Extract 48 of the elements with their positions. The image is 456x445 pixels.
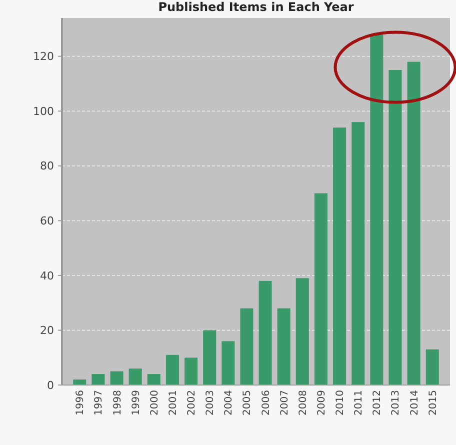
- x-tick-label: 2005: [242, 390, 254, 416]
- bar: [73, 380, 86, 385]
- bar: [222, 341, 235, 385]
- x-tick-label: 2009: [316, 390, 328, 416]
- y-tick-label: 0: [47, 378, 54, 392]
- x-tick-label: 2000: [149, 390, 160, 416]
- bar: [426, 349, 439, 385]
- y-tick-label: 80: [40, 160, 54, 173]
- y-tick-label: 120: [33, 50, 54, 64]
- bar: [184, 358, 198, 385]
- bar: [407, 62, 420, 385]
- bar: [92, 374, 105, 385]
- bar: [352, 122, 365, 385]
- x-tick-label: 1997: [94, 390, 105, 416]
- bar: [128, 368, 142, 385]
- x-tick-label: 2015: [428, 390, 439, 416]
- x-tick-label: 2013: [390, 390, 402, 416]
- x-tick-label: 2007: [279, 390, 290, 416]
- x-tick-label: 1998: [112, 390, 124, 416]
- bar: [203, 330, 216, 385]
- x-tick-label: 1996: [75, 390, 86, 416]
- bar: [333, 128, 346, 385]
- x-tick-label: 2001: [168, 390, 179, 416]
- x-tick-label: 2014: [409, 390, 420, 416]
- bar: [166, 354, 179, 385]
- x-tick-label: 2004: [224, 390, 235, 416]
- x-tick-label: 2012: [372, 390, 384, 416]
- y-tick-label: 40: [40, 269, 54, 282]
- bar: [147, 374, 160, 385]
- bar: [388, 70, 402, 385]
- bar: [240, 308, 254, 385]
- y-tick-label: 60: [40, 214, 54, 228]
- chart-title: Published Items in Each Year: [158, 0, 354, 14]
- x-tick-label: 2006: [260, 390, 272, 416]
- x-tick-label: 1999: [130, 390, 142, 416]
- bar: [314, 193, 328, 385]
- bar: [258, 280, 272, 385]
- x-tick-label: 2003: [205, 390, 216, 416]
- bar: [296, 278, 309, 385]
- bar: [110, 371, 124, 385]
- x-tick-label: 2010: [335, 390, 346, 416]
- y-tick-label: 100: [33, 104, 54, 118]
- bar: [277, 308, 290, 385]
- x-tick-label: 2008: [298, 390, 309, 416]
- x-tick-label: 2002: [186, 390, 198, 416]
- y-tick-label: 20: [40, 324, 54, 338]
- x-tick-label: 2011: [354, 390, 365, 416]
- bar: [370, 34, 384, 385]
